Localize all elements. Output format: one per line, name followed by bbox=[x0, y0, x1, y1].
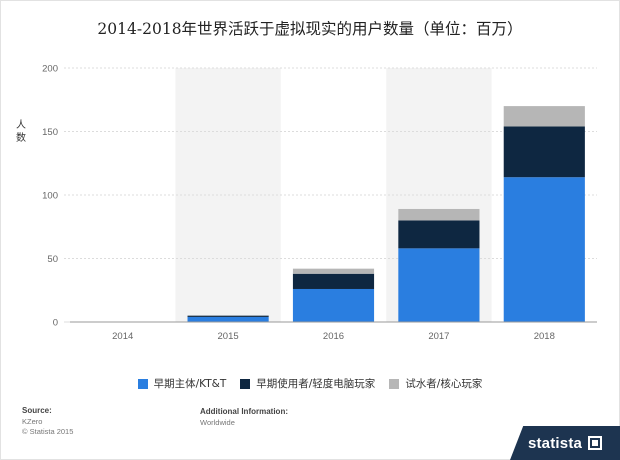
bar-2016-series-1 bbox=[292, 288, 375, 322]
bar-2017-series-3 bbox=[398, 208, 480, 221]
statista-logo[interactable]: statista bbox=[510, 426, 620, 460]
y-axis-label-char-0: 人 bbox=[16, 119, 26, 131]
bar-2015-series-2 bbox=[187, 315, 269, 317]
bar-2016-series-2 bbox=[292, 273, 375, 289]
additional-info-value: Worldwide bbox=[200, 417, 235, 427]
copyright-text: © Statista 2015 bbox=[22, 427, 74, 436]
legend-item-series-3[interactable]: 试水者/核心玩家 bbox=[389, 376, 482, 391]
additional-info-block: Additional Information: Worldwide bbox=[200, 407, 288, 428]
bar-2015-series-1 bbox=[187, 316, 269, 322]
y-tick-label-100: 100 bbox=[42, 191, 58, 202]
bar-2017-series-1 bbox=[398, 248, 480, 322]
source-name[interactable]: KZero bbox=[22, 416, 43, 426]
statista-logo-text: statista bbox=[527, 434, 583, 452]
additional-info-label: Additional Information: bbox=[200, 407, 288, 416]
legend-item-series-2[interactable]: 早期使用者/轻度电脑玩家 bbox=[240, 376, 375, 391]
y-tick-label-50: 50 bbox=[47, 254, 58, 265]
y-tick-label-0: 0 bbox=[53, 318, 58, 329]
y-axis-label-char-1: 数 bbox=[16, 131, 26, 144]
bar-2018-series-1 bbox=[503, 177, 585, 322]
statista-logo-icon bbox=[588, 436, 603, 450]
legend-swatch-series-2 bbox=[240, 378, 251, 389]
bar-2018-series-3 bbox=[503, 106, 585, 127]
x-tick-label-2015: 2015 bbox=[218, 331, 239, 342]
source-block: Source: KZero © Statista 2015 bbox=[22, 406, 73, 438]
legend-swatch-series-3 bbox=[389, 378, 400, 389]
legend-label-series-1: 早期主体/KT&T bbox=[153, 378, 227, 390]
bar-2018-series-2 bbox=[503, 126, 585, 178]
legend-label-series-3: 试水者/核心玩家 bbox=[405, 378, 483, 390]
legend-label-series-2: 早期使用者/轻度电脑玩家 bbox=[256, 378, 376, 390]
x-tick-label-2017: 2017 bbox=[428, 331, 449, 342]
chart-legend: 早期主体/KT&T 早期使用者/轻度电脑玩家 试水者/核心玩家 bbox=[0, 376, 620, 391]
x-tick-label-2014: 2014 bbox=[112, 331, 133, 342]
chart-title: 2014-2018年世界活跃于虚拟现实的用户数量（单位：百万） bbox=[97, 20, 523, 38]
y-tick-label-200: 200 bbox=[42, 64, 58, 75]
x-tick-label-2018: 2018 bbox=[534, 331, 555, 342]
bar-chart: 0 50 100 150 200 人数 2014 2015 2016 2017 2018 bbox=[16, 64, 597, 342]
y-tick-label-150: 150 bbox=[42, 127, 58, 138]
x-tick-label-2016: 2016 bbox=[323, 331, 344, 342]
legend-swatch-series-1 bbox=[137, 378, 148, 389]
legend-item-series-1[interactable]: 早期主体/KT&T bbox=[137, 376, 227, 391]
source-label: Source: bbox=[22, 406, 52, 415]
bar-2017-series-2 bbox=[398, 220, 480, 249]
bar-2016-series-3 bbox=[292, 268, 375, 274]
